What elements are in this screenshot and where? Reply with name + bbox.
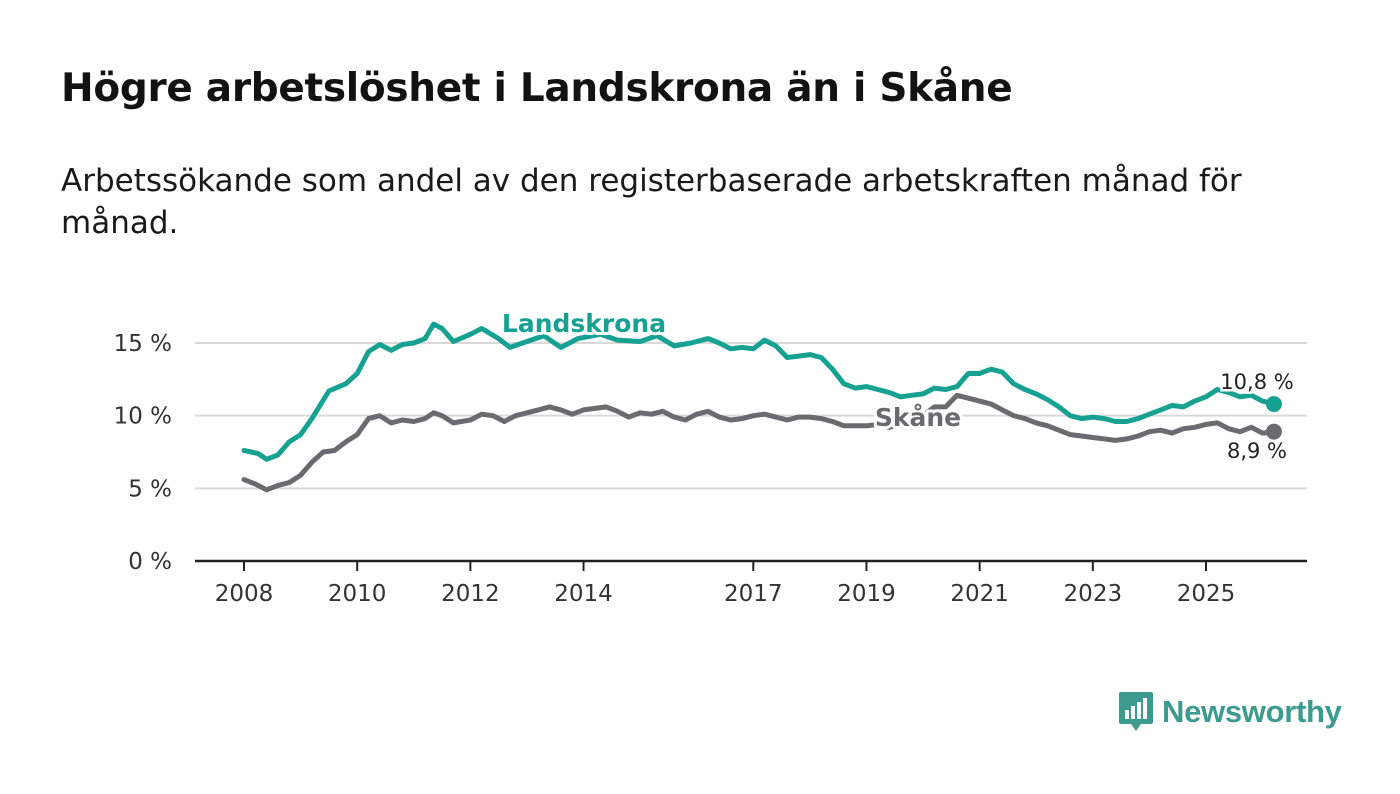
- axes: 0 % 5 % 10 % 15 % 2008 2010 2012 2014 2017 2019 20…: [114, 331, 1307, 607]
- x-tick-label: 2012: [441, 581, 500, 607]
- y-tick-label: 0 %: [128, 549, 172, 575]
- series-line-skane: [241, 392, 1277, 493]
- end-point-skane: [1265, 423, 1282, 440]
- chart-title: Högre arbetslöshet i Landskrona än i Skå…: [61, 66, 1013, 111]
- x-tick-label: 2023: [1064, 581, 1123, 607]
- series-name-landskrona: Landskrona: [502, 309, 666, 338]
- labels: Landskrona Skåne 10,8 % 8,9 %: [499, 306, 1296, 466]
- series-line-landskrona: [241, 321, 1277, 462]
- end-value-label: 8,9 %: [1227, 439, 1287, 463]
- end-value-label: 10,8 %: [1220, 370, 1293, 394]
- x-tick-label: 2014: [554, 581, 613, 607]
- bar-chart-speech-bubble-icon: [1119, 692, 1153, 731]
- x-tick-label: 2025: [1177, 581, 1236, 607]
- x-tick-label: 2019: [837, 581, 896, 607]
- brand-name: Newsworthy: [1162, 694, 1342, 729]
- series: [241, 321, 1282, 493]
- newsworthy-logo[interactable]: Newsworthy: [1118, 690, 1342, 734]
- x-tick-label: 2008: [215, 581, 274, 607]
- y-tick-label: 5 %: [128, 476, 172, 502]
- x-tick-label: 2017: [724, 581, 783, 607]
- chart-subtitle: Arbetssökande som andel av den registerb…: [61, 163, 1242, 241]
- end-point-landskrona: [1265, 396, 1282, 413]
- series-name-skane: Skåne: [875, 403, 961, 432]
- y-tick-label: 10 %: [114, 404, 172, 430]
- x-tick-label: 2010: [328, 581, 387, 607]
- x-tick-label: 2021: [950, 581, 1009, 607]
- y-tick-label: 15 %: [114, 331, 172, 357]
